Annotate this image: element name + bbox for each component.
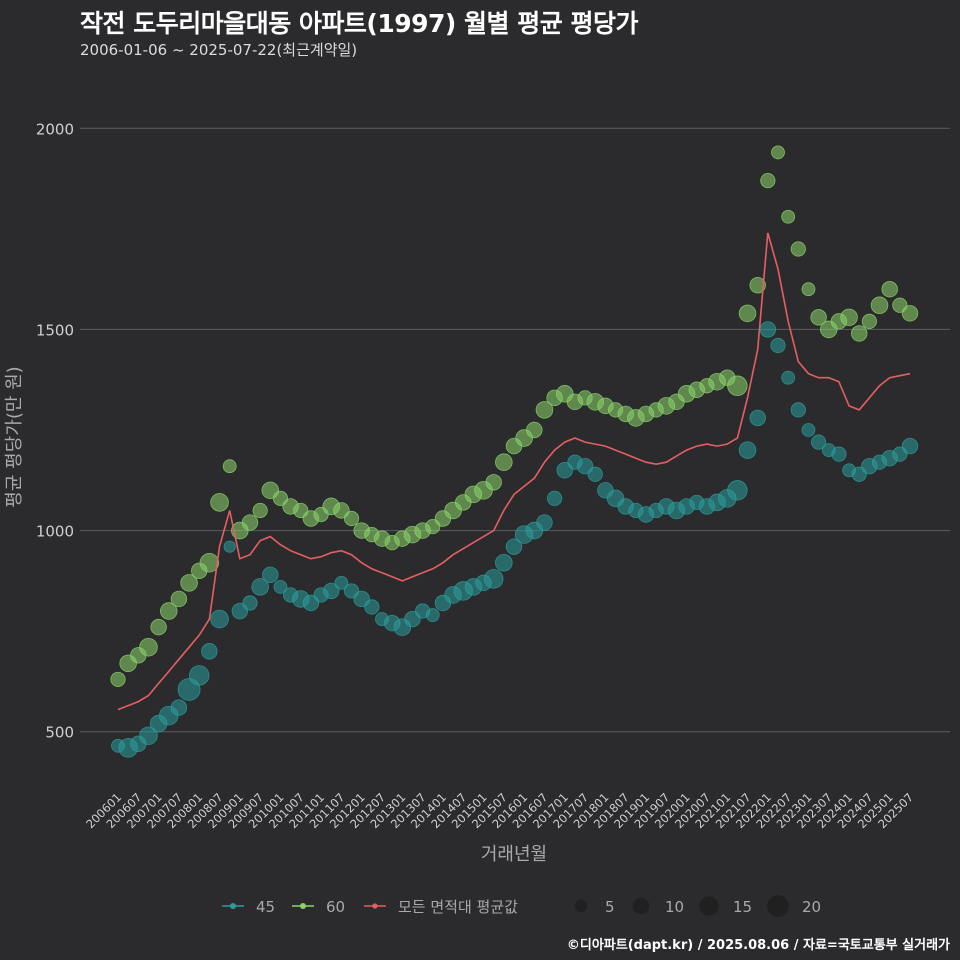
y-tick-label: 500 xyxy=(45,724,74,742)
legend-label: 모든 면적대 평균값 xyxy=(398,898,518,916)
point-60 xyxy=(535,401,554,419)
point-60 xyxy=(901,305,919,322)
point-45 xyxy=(901,437,919,455)
point-60 xyxy=(727,375,748,396)
legend-swatch-dot xyxy=(300,903,306,909)
legend-size-label: 10 xyxy=(665,898,684,916)
point-45 xyxy=(727,480,748,501)
point-45 xyxy=(189,665,210,686)
y-tick-label: 2000 xyxy=(36,120,74,138)
point-45 xyxy=(273,579,288,594)
point-45 xyxy=(749,409,766,427)
point-45 xyxy=(262,566,279,584)
y-tick-label: 1000 xyxy=(36,523,74,541)
point-60 xyxy=(241,514,259,531)
legend-size-label: 5 xyxy=(605,898,615,916)
point-45 xyxy=(323,582,340,600)
point-60 xyxy=(810,309,827,326)
y-tick-label: 1500 xyxy=(36,321,74,339)
point-60 xyxy=(343,510,360,527)
legend-label: 45 xyxy=(256,898,275,916)
point-45 xyxy=(483,569,504,589)
point-45 xyxy=(425,608,440,622)
point-60 xyxy=(781,209,796,224)
point-60 xyxy=(790,241,806,257)
point-60 xyxy=(840,308,858,327)
point-45 xyxy=(242,595,258,611)
grid-layer xyxy=(80,127,950,733)
legend-size-label: 15 xyxy=(733,898,752,916)
point-45 xyxy=(334,575,349,590)
point-60 xyxy=(870,296,889,315)
point-60 xyxy=(110,671,126,688)
point-45 xyxy=(364,599,380,615)
chart-subtitle: 2006-01-06 ~ 2025-07-22(최근계약일) xyxy=(80,41,358,59)
point-45 xyxy=(547,490,563,506)
point-45 xyxy=(801,423,816,437)
legend-size-circle xyxy=(767,895,789,917)
series-45-points xyxy=(111,321,919,758)
x-tick-labels: 2006012006072007012007072008012008072009… xyxy=(83,790,916,831)
y-tick-labels: 500 1000 1500 2000 xyxy=(36,120,74,741)
point-45 xyxy=(505,538,523,555)
point-45 xyxy=(210,609,229,629)
legend-label: 60 xyxy=(326,898,345,916)
series-60-points xyxy=(110,145,919,688)
point-45 xyxy=(587,466,603,482)
point-60 xyxy=(749,276,766,294)
point-60 xyxy=(738,304,757,323)
legend-swatch-dot xyxy=(372,903,378,909)
point-60 xyxy=(485,474,502,491)
point-60 xyxy=(139,637,158,657)
point-45 xyxy=(759,321,777,338)
point-45 xyxy=(738,441,757,459)
point-60 xyxy=(180,574,198,592)
point-45 xyxy=(495,553,513,572)
legend-size-circle xyxy=(699,896,719,916)
point-60 xyxy=(861,313,877,329)
point-60 xyxy=(252,502,268,519)
legend-size-circle xyxy=(632,897,650,915)
point-45 xyxy=(536,514,553,531)
point-60 xyxy=(760,172,776,189)
x-axis-label: 거래년월 xyxy=(481,844,547,865)
point-45 xyxy=(251,578,269,596)
legend-size-label: 20 xyxy=(802,898,821,916)
point-45 xyxy=(811,434,827,450)
series-average-line xyxy=(117,232,911,711)
point-60 xyxy=(851,325,868,342)
point-45 xyxy=(831,446,847,462)
point-60 xyxy=(771,145,785,160)
legend-swatch-dot xyxy=(230,903,236,909)
point-60 xyxy=(801,282,816,297)
point-45 xyxy=(781,370,796,385)
point-60 xyxy=(526,421,543,439)
point-60 xyxy=(160,602,178,620)
point-45 xyxy=(170,699,188,716)
point-60 xyxy=(170,590,188,608)
point-60 xyxy=(210,493,229,512)
point-60 xyxy=(881,280,898,298)
point-60 xyxy=(495,453,513,471)
chart-title: 작전 도두리마을대동 아파트(1997) 월별 평균 평당가 xyxy=(80,9,638,38)
point-60 xyxy=(150,618,167,636)
point-45 xyxy=(201,643,218,660)
point-45 xyxy=(790,402,806,418)
point-60 xyxy=(222,459,237,474)
point-45 xyxy=(770,337,786,354)
point-45 xyxy=(223,540,236,553)
legend-size-circle xyxy=(574,899,588,913)
point-60 xyxy=(199,553,220,573)
credit-text: ©디아파트(dapt.kr) / 2025.08.06 / 자료=국토교통부 실… xyxy=(566,938,950,953)
legend: 45 60 모든 면적대 평균값 5 10 15 20 xyxy=(222,895,821,917)
point-45 xyxy=(139,726,158,746)
y-axis-label: 평균 평당가(만 원) xyxy=(4,366,25,507)
